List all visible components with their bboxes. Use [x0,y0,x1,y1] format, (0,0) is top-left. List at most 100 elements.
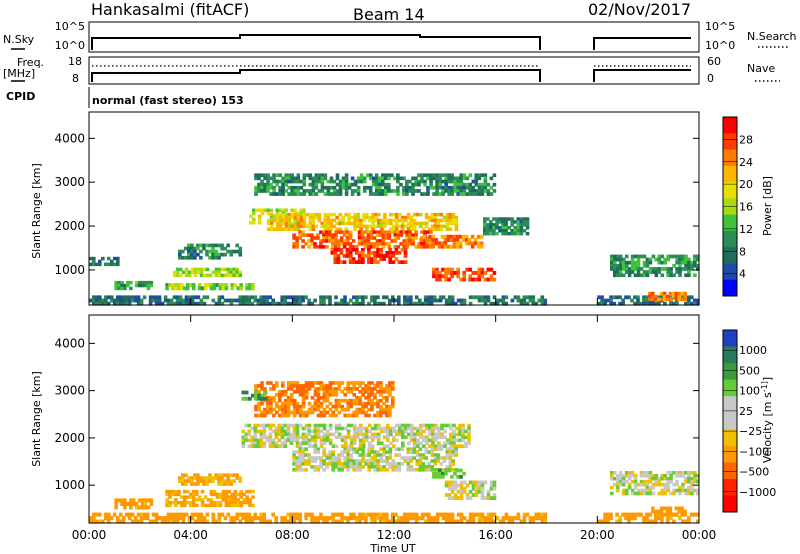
power-echo-region [648,291,687,302]
colorbar-tick-label: 20 [739,178,753,191]
colorbar-swatch [723,363,737,381]
freq-ybottom-right: 0 [707,72,714,85]
noise-sky-line-late [593,37,691,50]
date-label: 02/Nov/2017 [588,0,691,19]
colorbar-swatch [723,198,737,216]
y-tick-label: 1000 [54,263,85,277]
velocity-echo-region [254,381,395,418]
velocity-echo-region [178,473,243,486]
colorbar-swatch [723,462,737,480]
velocity-echo-region [89,512,548,524]
colorbar-tick-label: −1000 [739,486,776,499]
colorbar-tick-label: 12 [739,223,753,236]
freq-panel-frame [88,56,700,85]
colorbar-tick-label: 500 [739,364,760,377]
y-tick-label: 3000 [54,175,85,189]
power-echo-region [483,217,530,236]
colorbar-swatch [723,412,737,430]
freq-right-label: Nave [747,62,775,75]
colorbar-tick-label: −500 [739,466,769,479]
colorbar-swatch [723,263,737,281]
velocity-echo-region [292,447,459,472]
y-tick-label: 3000 [54,384,85,398]
x-tick-label: 00:00 [72,528,107,542]
power-echo-region [172,267,243,278]
noise-left-label: N.Sky [3,33,35,46]
power-colorbar-label: Power [dB] [761,176,774,236]
noise-right-label: N.Search [747,30,797,43]
freq-left-unit: [MHz] [3,67,35,80]
power-heatmap [89,173,700,306]
power-echo-region [178,243,243,260]
colorbar-swatch [723,182,737,199]
velocity-echo-region [165,489,255,508]
y-tick-label: 4000 [54,336,85,350]
colorbar-swatch [723,346,737,364]
colorbar-tick-label: 4 [739,268,746,281]
power-ylabel: Slant Range [km] [30,163,43,259]
noise-panel-frame [88,21,700,53]
x-tick-label: 04:00 [173,528,208,542]
colorbar-tick-label: 16 [739,201,753,214]
cpid-label: CPID [6,90,35,103]
velocity-echo-region [648,506,687,517]
colorbar-tick-label: 100 [739,385,760,398]
power-echo-region [419,234,484,249]
colorbar-frame [722,329,738,513]
freq-line [91,69,541,82]
power-echo-region [330,248,408,264]
x-axis-label: Time UT [369,542,415,554]
x-tick-label: 16:00 [478,528,513,542]
velocity-echo-region [610,471,700,496]
power-echo-region [432,267,497,282]
y-tick-label: 2000 [54,431,85,445]
power-echo-region [89,295,548,306]
x-tick-label: 20:00 [580,528,615,542]
colorbar-swatch [723,165,737,183]
colorbar-swatch [723,478,737,496]
power-echo-region [114,280,154,291]
noise-ytop-right: 10^5 [705,20,735,33]
colorbar-tick-label: 25 [739,405,753,418]
colorbar-tick-label: −100 [739,445,769,458]
colorbar-swatch [723,330,737,347]
colorbar-tick-label: 1000 [739,344,767,357]
velocity-echo-region [444,480,497,500]
noise-ybottom-right: 10^0 [705,39,735,52]
velocity-echo-region [432,468,466,479]
freq-ybottom-left: 8 [72,72,79,85]
velocity-heatmap [89,381,700,524]
colorbar-swatch [723,247,737,264]
freq-left-label: Freq. [17,56,44,69]
colorbar-swatch [723,396,737,414]
colorbar-tick-label: 24 [739,156,753,169]
noise-ybottom-left: 10^0 [55,39,85,52]
velocity-echo-region [241,390,268,401]
colorbar-swatch [723,133,737,151]
x-tick-label: 12:00 [377,528,412,542]
colorbar-swatch [723,117,737,134]
colorbar-swatch [723,279,737,297]
colorbar-swatch [723,495,737,513]
colorbar-swatch [723,379,737,397]
power-echo-region [266,212,459,231]
velocity-ylabel: Slant Range [km] [30,371,43,467]
y-tick-label: 1000 [54,478,85,492]
colorbar-tick-label: −25 [739,425,762,438]
freq-ytop-left: 18 [68,55,82,68]
colorbar-tick-label: 28 [739,133,753,146]
svg-text:Velocity [m s-1]]: Velocity [m s-1]] [760,377,774,463]
x-tick-label: 00:00 [682,528,717,542]
power-echo-region [292,230,433,249]
noise-ytop-left: 10^5 [55,20,85,33]
power-echo-region [165,283,255,291]
colorbar-swatch [723,230,737,248]
x-tick-label: 08:00 [275,528,310,542]
y-tick-label: 2000 [54,219,85,233]
cpid-value: normal (fast stereo) 153 [92,94,244,107]
power-echo-region [89,256,120,267]
freq-line-late [593,69,691,82]
colorbar-swatch [723,429,737,447]
y-tick-label: 4000 [54,131,85,145]
